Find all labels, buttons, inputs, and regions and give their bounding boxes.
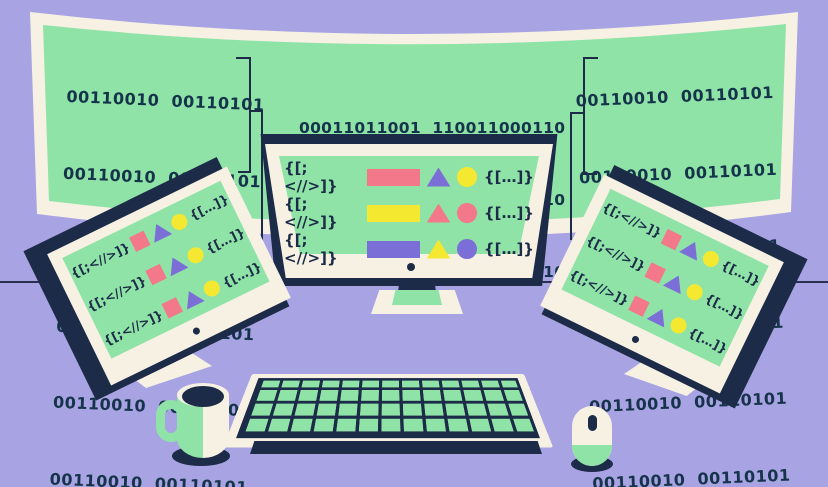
circle-shape — [457, 167, 477, 187]
keyboard — [222, 374, 554, 448]
binary-line: 00110010 00110101 — [575, 82, 775, 111]
binary-line: 00110010 00110101 — [66, 86, 265, 115]
circle-shape — [700, 248, 723, 270]
bracket-text: {[…]} — [483, 168, 534, 186]
code-text: {[;<//>]} — [284, 231, 338, 267]
triangle-shape — [426, 167, 451, 187]
triangle-shape — [426, 203, 451, 223]
square-shape — [628, 295, 650, 318]
triangle-shape — [147, 220, 172, 243]
square-shape — [644, 262, 667, 284]
bracket-text: {[…]} — [718, 257, 763, 290]
bracket-text: {[…]} — [686, 324, 731, 357]
mug-opening — [182, 386, 224, 407]
circle-shape — [185, 244, 207, 266]
square-shape — [129, 230, 151, 252]
connector-line — [236, 57, 251, 59]
camera-dot — [407, 263, 415, 271]
connector-line — [570, 112, 572, 240]
code-row: {[;<//>]} {[…]} — [284, 231, 534, 267]
center-monitor-base-accent — [392, 290, 442, 305]
code-row: {[;<//>]} {[…]} — [284, 159, 534, 195]
connector-line — [251, 110, 263, 112]
mouse-grip — [572, 445, 612, 466]
circle-shape — [667, 315, 690, 337]
square-shape — [145, 263, 167, 286]
bracket-text: {[…]} — [203, 224, 248, 257]
binary-line: 00011011001 110011000110 — [299, 119, 566, 137]
connector-line — [238, 171, 251, 173]
code-row: {[;<//>]} {[…]} — [284, 195, 534, 231]
connector-line — [261, 110, 263, 240]
mouse — [572, 406, 612, 466]
connector-line — [249, 57, 251, 173]
code-text: {[;<//>]} — [84, 272, 149, 315]
triangle-shape — [646, 305, 671, 328]
keyboard-keys — [236, 378, 540, 439]
square-shape — [661, 228, 683, 251]
triangle-shape — [426, 239, 451, 259]
code-text: {[;<//>]} — [583, 232, 648, 275]
bracket-text: {[…]} — [483, 204, 534, 222]
triangle-shape — [663, 271, 688, 294]
center-monitor-neck — [398, 278, 436, 292]
triangle-shape — [164, 253, 189, 276]
rect-shape — [366, 204, 420, 222]
binary-line: 00110010 00110101 — [592, 465, 791, 487]
circle-shape — [201, 277, 223, 300]
connector-line — [572, 112, 584, 114]
triangle-shape — [679, 238, 704, 261]
bracket-text: {[…]} — [186, 191, 232, 224]
code-text: {[;<//>]} — [284, 195, 338, 231]
square-shape — [161, 297, 184, 319]
circle-shape — [457, 203, 477, 223]
circle-shape — [457, 239, 477, 259]
keyboard-front-edge — [250, 441, 542, 454]
circle-shape — [168, 210, 191, 233]
bracket-text: {[…]} — [219, 258, 264, 291]
bracket-text: {[…]} — [483, 240, 534, 258]
mouse-scroll-wheel — [588, 415, 597, 431]
connector-line — [584, 173, 597, 175]
bracket-text: {[…]} — [702, 290, 747, 323]
connector-line — [583, 57, 598, 59]
code-text: {[;<//>]} — [284, 159, 338, 195]
rect-shape — [366, 168, 420, 186]
connector-line — [583, 57, 585, 175]
binary-line: 00110010 00110101 — [49, 469, 249, 487]
rect-shape — [366, 240, 420, 258]
center-monitor-content: {[;<//>]} {[…]} {[;<//>]} {[…]} {[;<//>]… — [284, 159, 534, 267]
circle-shape — [684, 281, 706, 303]
triangle-shape — [180, 287, 205, 310]
